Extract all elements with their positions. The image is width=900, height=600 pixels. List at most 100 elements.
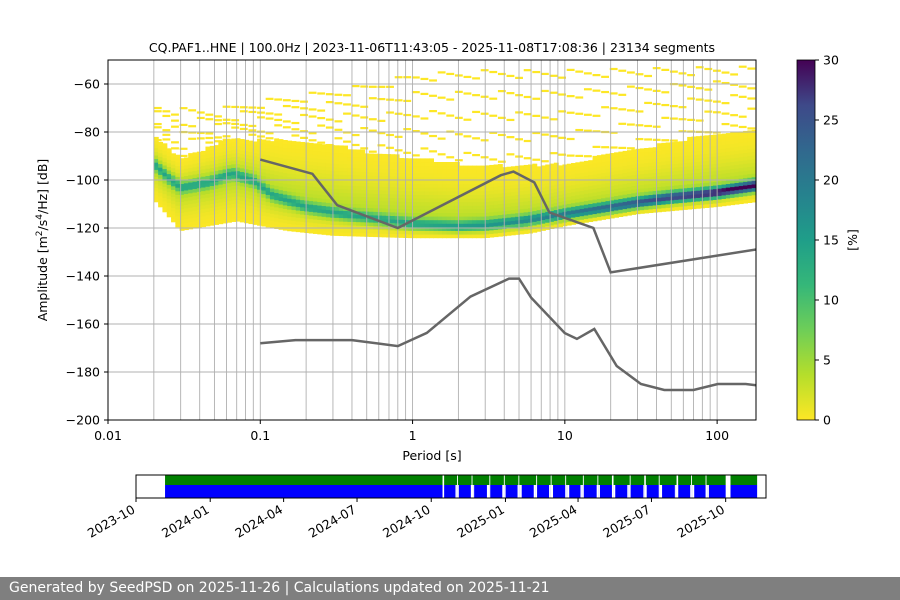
sparse-density-cell — [196, 137, 205, 140]
density-cell — [355, 221, 361, 226]
density-cell — [248, 194, 254, 199]
density-cell — [368, 178, 374, 183]
density-cell — [269, 151, 275, 157]
density-cell — [424, 212, 430, 217]
density-cell — [416, 223, 422, 228]
density-cell — [532, 217, 538, 222]
density-cell — [695, 164, 701, 170]
density-cell — [476, 190, 482, 195]
density-cell — [536, 177, 542, 182]
density-cell — [725, 179, 731, 185]
sparse-density-cell — [583, 72, 592, 75]
sparse-density-cell — [420, 132, 429, 135]
density-cell — [218, 173, 224, 178]
density-cell — [312, 204, 318, 209]
sparse-density-cell — [609, 146, 618, 149]
density-cell — [463, 165, 469, 170]
density-cell — [377, 197, 383, 202]
density-cell — [480, 201, 486, 206]
availability-tick-label: 2023-10 — [85, 502, 138, 541]
density-cell — [390, 175, 396, 180]
sparse-density-cell — [738, 85, 747, 88]
density-cell — [618, 169, 624, 174]
density-cell — [420, 216, 426, 221]
density-cell — [614, 195, 619, 200]
sparse-density-cell — [188, 125, 197, 128]
density-cell — [472, 172, 478, 177]
density-cell — [368, 160, 374, 165]
sparse-density-cell — [566, 111, 575, 114]
plot-frame — [107, 59, 757, 421]
density-cell — [751, 169, 756, 174]
density-cell — [183, 193, 189, 198]
density-cell — [437, 176, 443, 181]
density-cell — [489, 229, 495, 234]
density-cell — [295, 184, 301, 189]
density-cell — [592, 181, 598, 186]
sparse-density-cell — [506, 153, 515, 156]
density-cell — [390, 172, 396, 177]
availability-dropout — [551, 485, 554, 498]
density-cell — [244, 143, 250, 148]
density-cell — [399, 230, 404, 235]
density-cell — [631, 181, 637, 187]
density-cell — [338, 217, 344, 222]
density-cell — [596, 155, 602, 160]
density-cell — [631, 171, 637, 176]
density-cell — [446, 234, 452, 239]
density-cell — [480, 226, 486, 231]
density-cell — [226, 164, 232, 169]
density-cell — [545, 164, 551, 169]
density-cell — [308, 200, 314, 205]
sparse-density-cell — [325, 101, 334, 104]
density-cell — [390, 197, 396, 202]
density-cell — [300, 159, 305, 165]
density-cell — [614, 191, 619, 197]
density-cell — [596, 187, 602, 192]
density-cell — [454, 172, 460, 177]
y-axis-label: Amplitude [m2/s4/Hz] [dB] — [35, 159, 50, 322]
density-cell — [669, 196, 675, 201]
sparse-density-cell — [644, 138, 653, 141]
density-cell — [553, 202, 559, 207]
density-cell — [312, 172, 318, 177]
density-cell — [442, 165, 447, 170]
density-cell — [343, 174, 348, 179]
density-cell — [368, 175, 374, 180]
availability-dropout — [488, 485, 490, 498]
psd-density-layer — [153, 65, 756, 239]
density-cell — [571, 173, 576, 179]
sparse-density-cell — [523, 69, 532, 72]
density-cell — [257, 145, 262, 151]
density-cell — [287, 191, 293, 196]
density-cell — [312, 157, 318, 162]
sparse-density-cell — [162, 129, 171, 132]
sparse-density-cell — [231, 119, 240, 122]
density-cell — [278, 182, 284, 187]
density-cell — [493, 178, 499, 184]
density-cell — [743, 166, 748, 172]
density-cell — [480, 205, 486, 210]
density-cell — [515, 209, 521, 214]
density-cell — [343, 199, 348, 204]
density-cell — [704, 156, 710, 162]
density-cell — [575, 198, 581, 203]
density-cell — [472, 198, 478, 203]
density-cell — [497, 207, 503, 212]
sparse-density-cell — [265, 137, 274, 140]
density-cell — [639, 209, 645, 214]
density-cell — [528, 196, 533, 202]
density-cell — [325, 227, 331, 232]
density-cell — [510, 223, 516, 229]
density-cell — [334, 188, 340, 193]
density-cell — [609, 171, 615, 176]
density-cell — [609, 174, 615, 179]
density-cell — [730, 172, 736, 177]
density-cell — [433, 198, 439, 203]
density-cell — [321, 191, 327, 196]
density-cell — [669, 142, 675, 147]
density-cell — [214, 220, 219, 225]
density-cell — [442, 226, 447, 231]
density-cell — [614, 202, 619, 207]
density-cell — [519, 194, 525, 199]
